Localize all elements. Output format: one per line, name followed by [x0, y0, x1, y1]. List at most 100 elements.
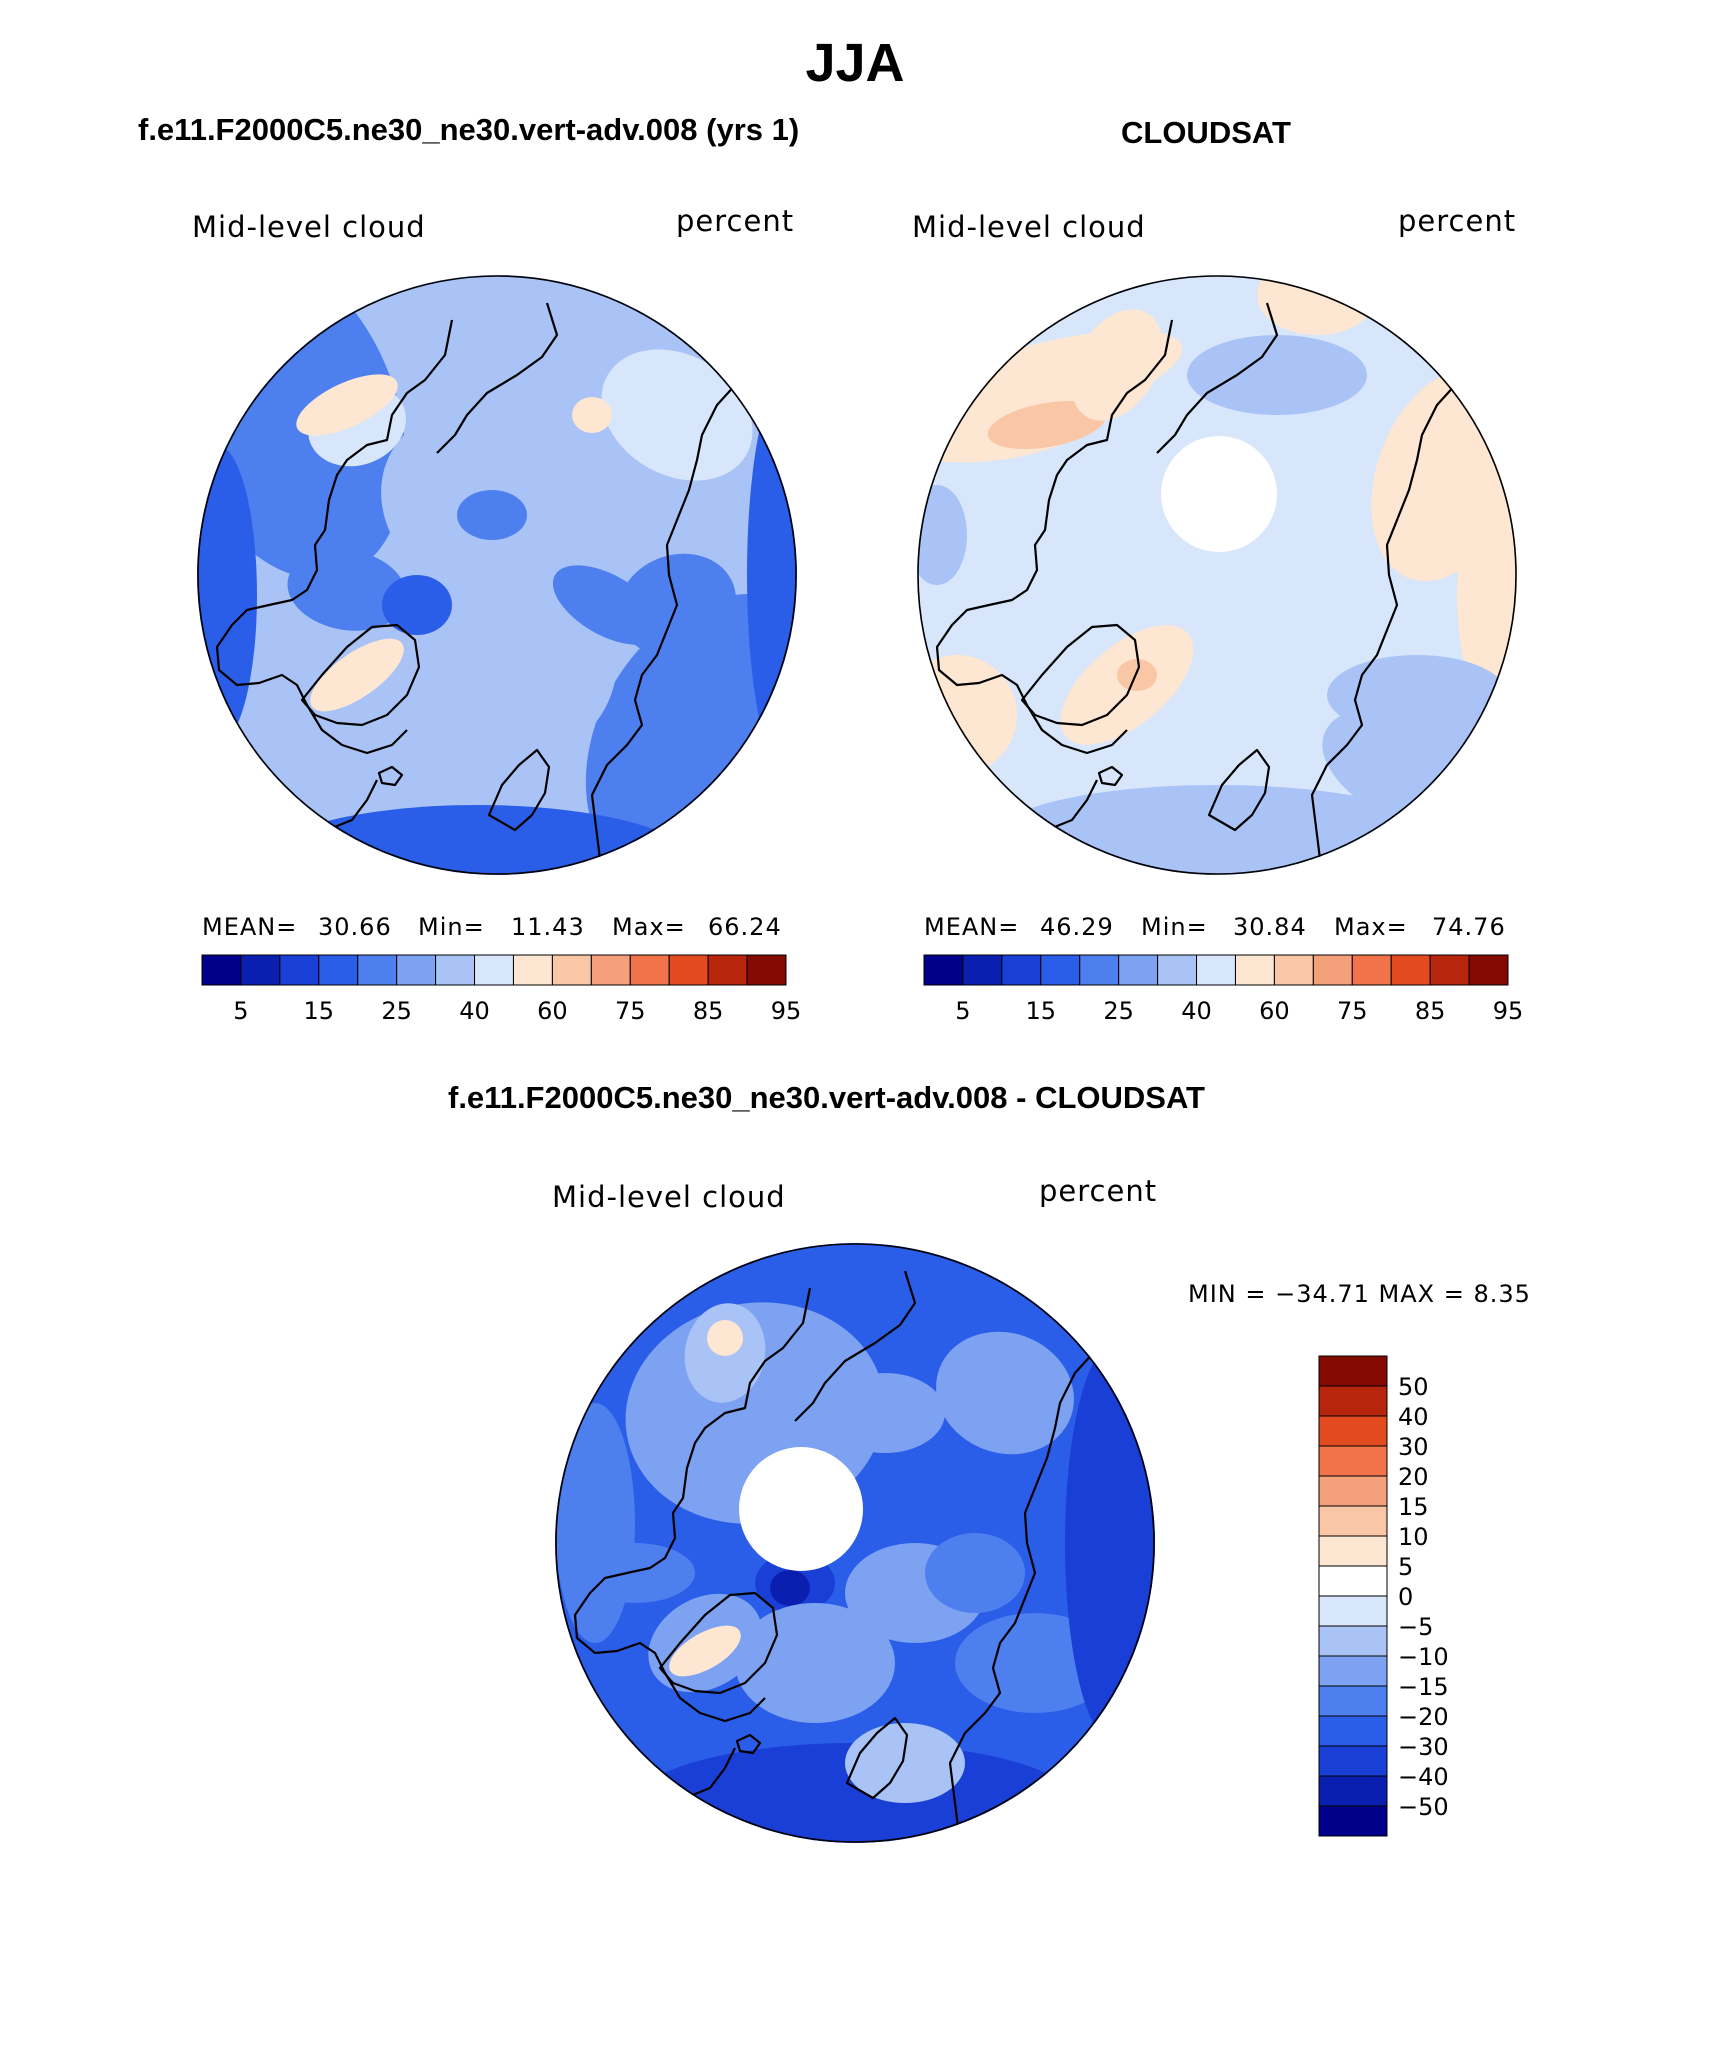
panel2-max-value: 74.76	[1432, 913, 1506, 941]
panel1-mean-label: MEAN=	[202, 913, 298, 941]
colorbar-tick-label: 5	[1398, 1553, 1413, 1581]
colorbar-tick-label: 75	[615, 997, 646, 1025]
colorbar-swatch	[1040, 954, 1081, 986]
colorbar-swatch	[1468, 954, 1509, 986]
colorbar-swatch	[1318, 1415, 1388, 1447]
colorbar-swatch	[746, 954, 787, 986]
colorbar-swatch	[1157, 954, 1198, 986]
panel2-mean-label: MEAN=	[924, 913, 1020, 941]
colorbar-swatch	[318, 954, 359, 986]
colorbar-swatch	[707, 954, 748, 986]
colorbar-tick-label: 30	[1398, 1433, 1429, 1461]
panel1-field-label: Mid-level cloud	[192, 210, 426, 244]
colorbar-swatch	[1318, 1595, 1388, 1627]
panel1-min-value: 11.43	[511, 913, 585, 941]
colorbar-swatch	[551, 954, 592, 986]
colorbar-tick-label: 95	[771, 997, 802, 1025]
colorbar-tick-label: 50	[1398, 1373, 1429, 1401]
colorbar-tick-label: 40	[1398, 1403, 1429, 1431]
colorbar-tick-label: −40	[1398, 1763, 1449, 1791]
colorbar-swatch	[668, 954, 709, 986]
colorbar-tick-label: 5	[955, 997, 970, 1025]
colorbar-swatch	[923, 954, 964, 986]
panel1-colorbar: 5 15 25 40 60 75 85 95	[201, 954, 801, 1025]
colorbar-swatch	[357, 954, 398, 986]
panel1-polar-map	[197, 275, 797, 875]
colorbar-swatch	[1318, 1355, 1388, 1387]
colorbar-swatch	[1318, 1505, 1388, 1537]
panel3-polar-map	[555, 1243, 1155, 1843]
panel3-title: f.e11.F2000C5.ne30_ne30.vert-adv.008 - C…	[448, 1080, 1205, 1115]
colorbar-swatch	[1318, 1655, 1388, 1687]
colorbar-tick-label: 15	[1026, 997, 1057, 1025]
panel1-min-label: Min=	[418, 913, 485, 941]
colorbar-swatch	[1318, 1775, 1388, 1807]
colorbar-swatch	[1196, 954, 1236, 986]
panel1-units: percent	[676, 204, 795, 238]
colorbar-tick-label: −20	[1398, 1703, 1449, 1731]
colorbar-swatch	[1318, 1445, 1388, 1477]
colorbar-swatch	[1351, 954, 1392, 986]
colorbar-tick-label: 85	[693, 997, 724, 1025]
colorbar-swatch	[1318, 1565, 1388, 1597]
colorbar-tick-label: 60	[1259, 997, 1290, 1025]
colorbar-swatch	[435, 954, 476, 986]
colorbar-swatch	[1318, 1715, 1388, 1747]
colorbar-swatch	[1318, 1535, 1388, 1567]
colorbar-swatch	[1118, 954, 1159, 986]
colorbar-swatch	[1234, 954, 1275, 986]
colorbar-tick-label: 20	[1398, 1463, 1429, 1491]
colorbar-tick-label: −50	[1398, 1793, 1449, 1821]
colorbar-swatch	[629, 954, 670, 986]
panel3-field-label: Mid-level cloud	[552, 1180, 786, 1214]
colorbar-tick-label: 40	[459, 997, 490, 1025]
colorbar-swatch	[1001, 954, 1042, 986]
panel3-units: percent	[1039, 1174, 1158, 1208]
colorbar-swatch	[1273, 954, 1314, 986]
colorbar-swatch	[1318, 1625, 1388, 1657]
colorbar-swatch	[1390, 954, 1431, 986]
panel1-max-value: 66.24	[708, 913, 782, 941]
colorbar-tick-label: 5	[233, 997, 248, 1025]
colorbar-tick-label: −10	[1398, 1643, 1449, 1671]
panel2-min-value: 30.84	[1233, 913, 1307, 941]
colorbar-tick-label: 60	[537, 997, 568, 1025]
colorbar-tick-label: 10	[1398, 1523, 1429, 1551]
colorbar-swatch	[1318, 1475, 1388, 1507]
colorbar-tick-label: 0	[1398, 1583, 1413, 1611]
colorbar-swatch	[279, 954, 320, 986]
colorbar-tick-label: 25	[381, 997, 412, 1025]
colorbar-swatch	[512, 954, 553, 986]
colorbar-swatch	[1318, 1745, 1388, 1777]
panel2-units: percent	[1398, 204, 1517, 238]
figure-title: JJA	[805, 33, 905, 93]
colorbar-swatch	[396, 954, 437, 986]
colorbar-swatch	[1318, 1685, 1388, 1717]
colorbar-tick-label: 25	[1103, 997, 1134, 1025]
colorbar-swatch	[590, 954, 631, 986]
panel1-mean-value: 30.66	[318, 913, 392, 941]
colorbar-tick-label: 85	[1415, 997, 1446, 1025]
panel3-stats: MIN = −34.71 MAX = 8.35	[1188, 1280, 1531, 1308]
colorbar-tick-label: 40	[1181, 997, 1212, 1025]
panel2-field-label: Mid-level cloud	[912, 210, 1146, 244]
panel1-max-label: Max=	[612, 913, 686, 941]
panel2-min-label: Min=	[1141, 913, 1208, 941]
colorbar-swatch	[1429, 954, 1470, 986]
colorbar-tick-label: 15	[304, 997, 335, 1025]
colorbar-swatch	[240, 954, 281, 986]
colorbar-swatch	[201, 954, 242, 986]
colorbar-tick-label: −15	[1398, 1673, 1449, 1701]
panel2-colorbar: 5 15 25 40 60 75 85 95	[923, 954, 1523, 1025]
colorbar-tick-label: 75	[1337, 997, 1368, 1025]
colorbar-swatch	[1318, 1805, 1388, 1837]
colorbar-tick-label: 95	[1493, 997, 1524, 1025]
colorbar-swatch	[1318, 1385, 1388, 1417]
colorbar-swatch	[1312, 954, 1353, 986]
panel2-max-label: Max=	[1334, 913, 1408, 941]
colorbar-swatch	[962, 954, 1003, 986]
panel2-title: CLOUDSAT	[1121, 115, 1291, 150]
colorbar-tick-label: −30	[1398, 1733, 1449, 1761]
colorbar-tick-label: 15	[1398, 1493, 1429, 1521]
